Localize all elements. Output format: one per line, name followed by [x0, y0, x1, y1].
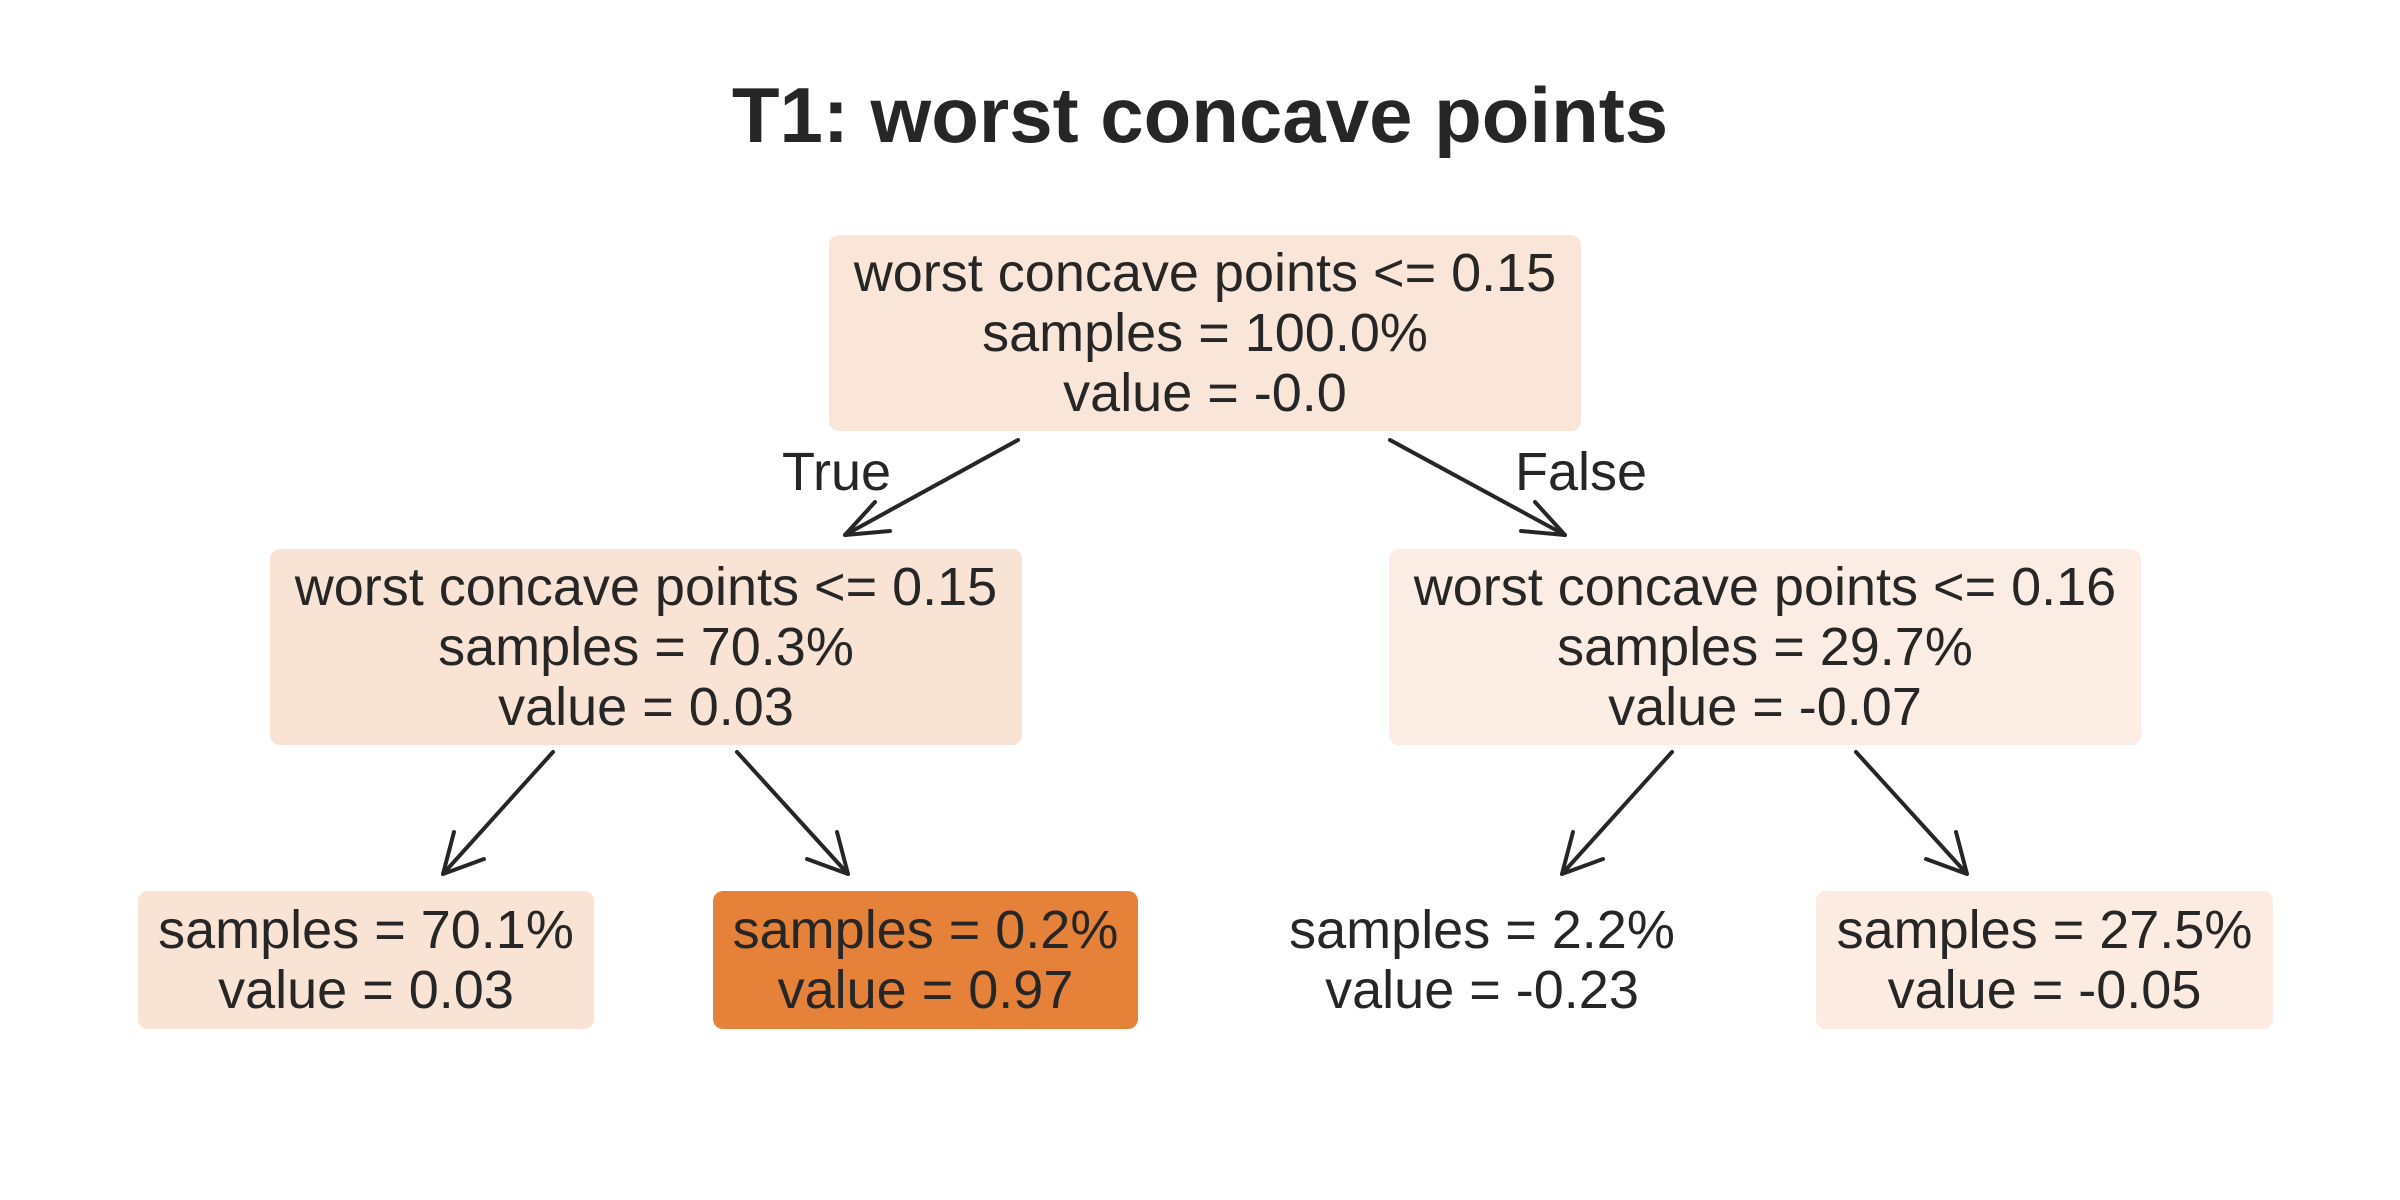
node-value-label: value = 0.03 [218, 960, 514, 1020]
tree-leaf-lr: samples = 0.2% value = 0.97 [713, 891, 1138, 1029]
node-value-label: value = -0.07 [1608, 677, 1922, 737]
node-split-label: worst concave points <= 0.15 [294, 557, 998, 617]
tree-leaf-ll: samples = 70.1% value = 0.03 [138, 891, 594, 1029]
arrowhead-left-leaf-ll [441, 830, 486, 876]
node-value-label: value = 0.97 [777, 960, 1074, 1020]
node-value-label: value = -0.0 [1063, 363, 1347, 423]
node-value-label: value = -0.05 [1887, 960, 2202, 1020]
node-split-label: worst concave points <= 0.15 [853, 243, 1557, 303]
tree-leaf-rr: samples = 27.5% value = -0.05 [1816, 891, 2273, 1029]
edge-left-leaf-lr [735, 750, 850, 876]
edge-label-false: False [1515, 442, 1648, 502]
tree-title: T1: worst concave points [731, 71, 1669, 159]
node-samples-label: samples = 70.1% [158, 900, 574, 960]
edge-left-leaf-ll [441, 750, 555, 876]
arrowhead-right-leaf-rr [1924, 830, 1969, 876]
node-samples-label: samples = 27.5% [1836, 900, 2253, 960]
node-samples-label: samples = 2.2% [1289, 900, 1675, 960]
node-samples-label: samples = 100.0% [982, 303, 1428, 363]
arrowhead-root-right [1519, 500, 1567, 537]
node-samples-label: samples = 70.3% [438, 617, 854, 677]
node-value-label: value = 0.03 [498, 677, 794, 737]
edge-right-leaf-rr [1854, 750, 1969, 876]
tree-node-right: worst concave points <= 0.16 samples = 2… [1389, 549, 2141, 745]
edge-root-right [1388, 438, 1567, 537]
node-value-label: value = -0.23 [1325, 960, 1639, 1020]
edge-label-true: True [782, 442, 892, 502]
arrowhead-left-leaf-lr [805, 830, 850, 876]
tree-node-left: worst concave points <= 0.15 samples = 7… [270, 549, 1022, 745]
tree-leaf-rl: samples = 2.2% value = -0.23 [1262, 891, 1702, 1029]
tree-node-root: worst concave points <= 0.15 samples = 1… [829, 235, 1581, 431]
edge-root-left [843, 438, 1020, 537]
arrowhead-root-left [843, 500, 892, 537]
arrowhead-right-leaf-rl [1560, 830, 1605, 876]
node-samples-label: samples = 0.2% [732, 900, 1119, 960]
node-samples-label: samples = 29.7% [1557, 617, 1973, 677]
edge-right-leaf-rl [1560, 750, 1674, 876]
node-split-label: worst concave points <= 0.16 [1413, 557, 2117, 617]
